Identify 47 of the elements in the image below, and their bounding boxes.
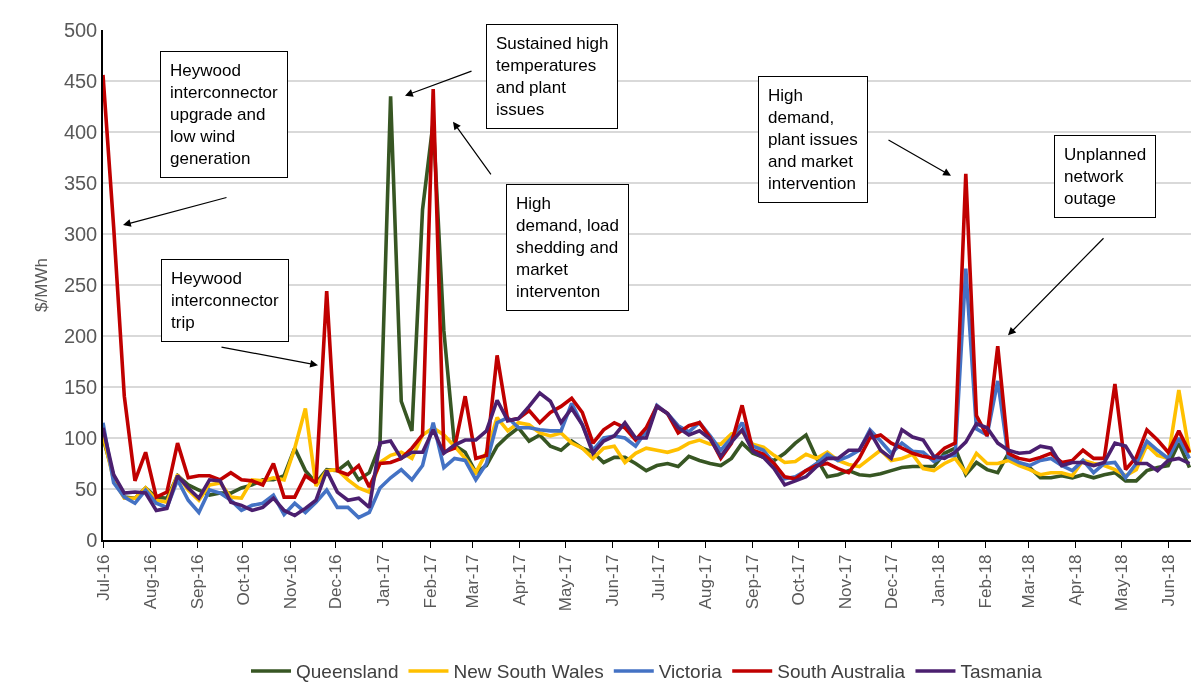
x-tick-label: Jul-17 (648, 554, 668, 601)
x-tick-label: Jun-17 (603, 554, 623, 607)
x-tick-label: Dec-17 (881, 554, 901, 610)
x-tick-label: Aug-16 (140, 554, 160, 610)
legend-label: South Australia (777, 661, 906, 683)
y-tick-label: 0 (86, 529, 98, 551)
annotation: Sustained high temperatures and plant issues (496, 34, 609, 120)
legend-label: Victoria (658, 661, 723, 683)
x-tick-label: Apr-18 (1065, 554, 1085, 606)
legend-label: Queensland (296, 661, 399, 683)
x-tick-label: Sep-16 (187, 554, 207, 610)
x-tick-label: Oct-16 (233, 554, 253, 606)
x-tick-label: May-18 (1111, 554, 1131, 612)
annotation: Heywood interconnector trip (171, 269, 280, 333)
annotation: Heywood interconnector upgrade and low wind generation (170, 61, 279, 169)
x-tick-label: Jan-17 (373, 554, 393, 607)
x-tick-label: Nov-17 (836, 554, 856, 610)
y-tick-label: 50 (75, 478, 98, 500)
y-tick-label: 400 (63, 121, 98, 143)
y-tick-label: 250 (63, 274, 98, 296)
x-tick-label: Nov-16 (280, 554, 300, 610)
x-tick-label: Feb-17 (420, 554, 440, 609)
y-axis-title: $/MWh (31, 258, 51, 312)
y-tick-label: 500 (63, 19, 98, 41)
x-tick-label: Feb-18 (976, 554, 996, 609)
annotation: High demand, plant issues and market intervention (768, 86, 858, 194)
annotation: Unplanned network outage (1064, 145, 1147, 209)
x-tick-label: Mar-17 (463, 554, 483, 609)
x-tick-label: Jun-18 (1158, 554, 1178, 607)
y-tick-label: 150 (63, 376, 98, 398)
x-tick-label: Sep-17 (743, 554, 763, 610)
legend-label: Tasmania (960, 661, 1043, 683)
y-tick-label: 200 (63, 325, 98, 347)
x-tick-label: May-17 (556, 554, 576, 612)
y-tick-label: 300 (63, 223, 98, 245)
x-tick-label: Mar-18 (1018, 554, 1038, 609)
y-tick-label: 100 (63, 427, 98, 449)
x-tick-label: Dec-16 (326, 554, 346, 610)
x-tick-label: Jan-18 (928, 554, 948, 607)
x-tick-label: Oct-17 (788, 554, 808, 606)
legend-label: New South Wales (453, 661, 604, 683)
y-tick-label: 350 (63, 172, 98, 194)
x-tick-label: Apr-17 (510, 554, 530, 606)
y-tick-label: 450 (63, 70, 98, 92)
annotation: High demand, load shedding and market interventon (516, 194, 620, 302)
x-tick-label: Jul-16 (93, 554, 113, 601)
x-tick-label: Aug-17 (696, 554, 716, 610)
